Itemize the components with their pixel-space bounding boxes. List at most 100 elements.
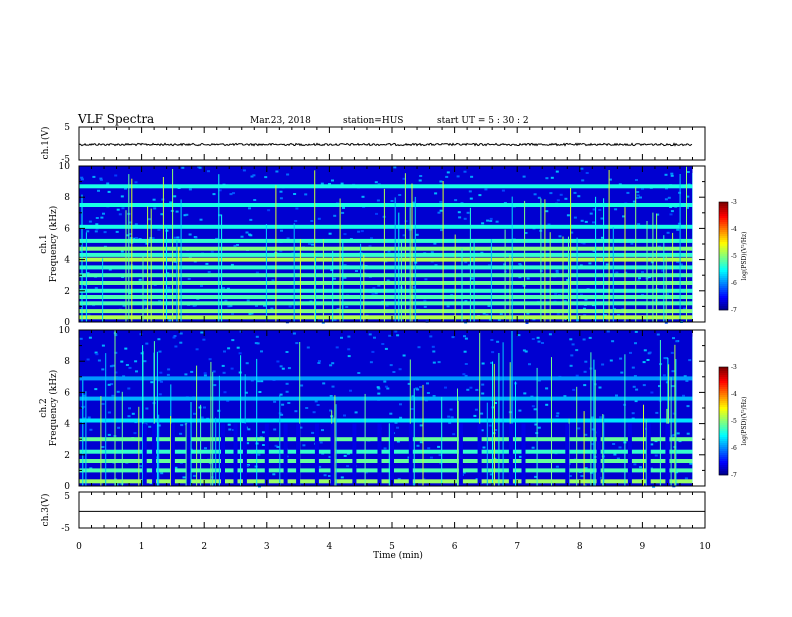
noise-cell bbox=[198, 406, 202, 409]
noise-cell bbox=[462, 471, 466, 474]
noise-cell bbox=[200, 331, 204, 334]
noise-cell bbox=[340, 182, 344, 185]
sferic-spike bbox=[665, 255, 667, 322]
noise-cell bbox=[615, 394, 618, 397]
noise-cell bbox=[480, 429, 484, 432]
noise-cell bbox=[634, 400, 638, 403]
colorbar-cell bbox=[719, 473, 728, 476]
gap-column bbox=[264, 423, 269, 486]
colorbar-cell bbox=[719, 459, 728, 462]
noise-cell bbox=[311, 431, 315, 434]
noise-cell bbox=[643, 349, 647, 352]
noise-cell bbox=[473, 414, 477, 417]
noise-cell bbox=[169, 201, 173, 204]
noise-cell bbox=[575, 374, 579, 377]
noise-cell bbox=[286, 173, 290, 176]
noise-cell bbox=[685, 379, 689, 382]
time-tick-label: 2 bbox=[201, 542, 207, 552]
no-data-region bbox=[692, 330, 705, 486]
gap-column bbox=[377, 423, 382, 486]
sferic-spike bbox=[100, 396, 102, 486]
noise-cell bbox=[246, 442, 250, 445]
noise-cell bbox=[233, 244, 237, 247]
noise-cell bbox=[570, 354, 574, 357]
no-data-region bbox=[692, 166, 705, 322]
noise-cell bbox=[107, 433, 111, 436]
colorbar-tick-label: -5 bbox=[731, 253, 737, 260]
ch2-spectrogram-ylabel: Frequency (kHz) bbox=[48, 370, 59, 447]
noise-cell bbox=[583, 384, 587, 387]
noise-cell bbox=[306, 346, 310, 349]
sferic-spike bbox=[221, 214, 223, 322]
gap-column bbox=[330, 423, 335, 486]
sferic-spike bbox=[469, 207, 471, 322]
sferic-spike bbox=[190, 402, 192, 486]
sferic-spike bbox=[275, 185, 277, 322]
noise-cell bbox=[575, 349, 579, 352]
colorbar-cell bbox=[719, 220, 728, 223]
noise-cell bbox=[432, 350, 436, 353]
colorbar-cell bbox=[719, 385, 728, 388]
noise-cell bbox=[419, 441, 423, 444]
noise-cell bbox=[97, 189, 100, 192]
gap-column bbox=[646, 423, 651, 486]
band-3khz bbox=[79, 273, 693, 278]
noise-cell bbox=[384, 347, 388, 350]
colorbar-cell bbox=[719, 278, 728, 281]
noise-cell bbox=[534, 475, 538, 478]
colorbar-cell bbox=[719, 202, 728, 205]
noise-cell bbox=[229, 193, 233, 196]
noise-cell bbox=[345, 306, 349, 308]
noise-cell bbox=[273, 400, 277, 403]
noise-cell bbox=[285, 382, 289, 385]
freq-tick-label: 10 bbox=[59, 326, 71, 336]
noise-cell bbox=[667, 196, 671, 199]
noise-cell bbox=[94, 287, 98, 290]
sferic-spike bbox=[679, 174, 681, 322]
noise-cell bbox=[582, 242, 586, 245]
noise-cell bbox=[469, 197, 473, 200]
noise-cell bbox=[526, 312, 530, 315]
noise-cell bbox=[223, 350, 226, 353]
sferic-spike bbox=[360, 243, 362, 322]
noise-cell bbox=[581, 179, 585, 182]
noise-cell bbox=[218, 214, 222, 217]
noise-cell bbox=[101, 402, 105, 405]
noise-cell bbox=[618, 446, 622, 449]
colorbar-cell bbox=[719, 437, 728, 440]
noise-cell bbox=[463, 335, 466, 338]
colorbar-cell bbox=[719, 300, 728, 303]
noise-cell bbox=[423, 299, 427, 302]
noise-cell bbox=[376, 199, 380, 202]
noise-cell bbox=[168, 319, 172, 322]
noise-cell bbox=[245, 362, 249, 365]
colorbar-cell bbox=[719, 435, 728, 438]
colorbar-cell bbox=[719, 445, 728, 448]
band-8.7khz bbox=[79, 184, 693, 189]
colorbar-cell bbox=[719, 210, 728, 213]
gap-column bbox=[352, 423, 357, 486]
noise-cell bbox=[588, 262, 592, 265]
gap-column bbox=[186, 423, 191, 486]
sferic-spike bbox=[265, 224, 267, 322]
colorbar-cell bbox=[719, 214, 728, 217]
noise-cell bbox=[584, 220, 588, 223]
noise-cell bbox=[392, 371, 396, 373]
sferic-spike bbox=[504, 229, 506, 322]
colorbar-cell bbox=[719, 254, 728, 257]
noise-cell bbox=[114, 334, 118, 337]
ch2-colorbar: -3 -4 -5 -6 -7 log(PSD)(V²/Hz) bbox=[718, 364, 748, 479]
noise-cell bbox=[466, 211, 470, 214]
time-tick-label: 1 bbox=[139, 542, 145, 552]
noise-cell bbox=[620, 371, 624, 374]
noise-cell bbox=[677, 222, 681, 225]
noise-cell bbox=[608, 178, 612, 181]
sferic-spike bbox=[102, 258, 104, 322]
noise-cell bbox=[641, 293, 644, 296]
noise-cell bbox=[175, 210, 179, 213]
noise-cell bbox=[94, 351, 98, 354]
noise-cell bbox=[134, 223, 138, 226]
time-xlabel: Time (min) bbox=[373, 550, 423, 561]
noise-cell bbox=[107, 383, 111, 386]
